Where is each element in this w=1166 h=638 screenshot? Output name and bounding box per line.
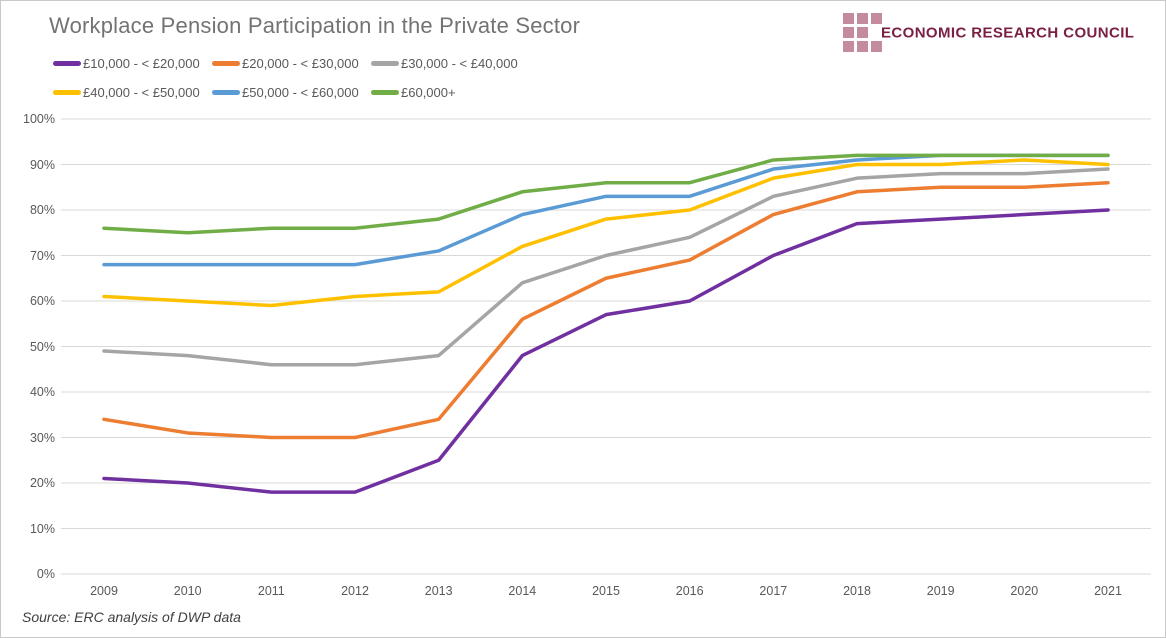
logo-square bbox=[871, 41, 882, 52]
logo-square bbox=[857, 41, 868, 52]
x-axis-tick-label: 2021 bbox=[1094, 584, 1122, 598]
legend-swatch-icon bbox=[53, 60, 81, 66]
erc-logo: ECONOMIC RESEARCH COUNCIL bbox=[843, 13, 1135, 52]
x-axis-tick-label: 2015 bbox=[592, 584, 620, 598]
chart-legend: £10,000 - < £20,000 £20,000 - < £30,000 £3… bbox=[53, 55, 573, 113]
legend-label: £40,000 - < £50,000 bbox=[83, 84, 200, 100]
source-note: Source: ERC analysis of DWP data bbox=[22, 609, 241, 625]
x-axis-tick-label: 2014 bbox=[508, 584, 537, 598]
legend-label: £60,000+ bbox=[401, 84, 456, 100]
y-axis-tick-label: 0% bbox=[36, 567, 55, 581]
x-axis-tick-label: 2010 bbox=[173, 584, 202, 598]
series-line bbox=[102, 158, 1110, 308]
y-axis-tick-label: 40% bbox=[29, 385, 55, 399]
legend-label: £30,000 - < £40,000 bbox=[401, 55, 518, 71]
x-axis-tick-label: 2016 bbox=[675, 584, 704, 598]
legend-label: £10,000 - < £20,000 bbox=[83, 55, 200, 71]
y-axis-tick-label: 60% bbox=[29, 294, 55, 308]
y-axis-tick-label: 20% bbox=[29, 476, 55, 490]
series-line bbox=[102, 153, 1110, 235]
y-axis-tick-label: 70% bbox=[29, 248, 55, 263]
y-axis-tick-label: 50% bbox=[29, 339, 55, 354]
legend-swatch-icon bbox=[371, 60, 399, 66]
x-axis-tick-label: 2020 bbox=[1010, 584, 1039, 598]
legend-swatch-icon bbox=[212, 60, 240, 66]
legend-item: £50,000 - < £60,000 bbox=[212, 84, 371, 100]
legend-item: £10,000 - < £20,000 bbox=[53, 55, 212, 71]
x-axis-tick-label: 2012 bbox=[341, 584, 369, 598]
chart-title: Workplace Pension Participation in the P… bbox=[49, 13, 581, 38]
series-line bbox=[102, 208, 1110, 494]
logo-square-row bbox=[843, 13, 1135, 24]
legend-swatch-icon bbox=[53, 89, 81, 95]
legend-label: £50,000 - < £60,000 bbox=[242, 84, 359, 100]
legend-swatch-icon bbox=[371, 89, 399, 95]
y-axis-tick-label: 10% bbox=[29, 521, 55, 536]
logo-square bbox=[871, 13, 882, 24]
legend-item: £40,000 - < £50,000 bbox=[53, 84, 212, 100]
y-axis-tick-label: 90% bbox=[29, 157, 55, 172]
logo-square bbox=[857, 13, 868, 24]
legend-swatch-icon bbox=[212, 89, 240, 95]
x-axis-tick-label: 2011 bbox=[257, 584, 285, 598]
legend-item: £60,000+ bbox=[371, 84, 530, 100]
y-axis-tick-label: 100% bbox=[23, 112, 55, 126]
series-line bbox=[102, 167, 1110, 367]
logo-square-row bbox=[843, 41, 1135, 52]
logo-square bbox=[857, 27, 868, 38]
logo-square-row bbox=[843, 27, 1135, 38]
x-axis-tick-label: 2009 bbox=[90, 584, 118, 598]
x-axis-tick-label: 2018 bbox=[843, 584, 871, 598]
x-axis-tick-label: 2019 bbox=[926, 584, 955, 598]
logo-square bbox=[843, 13, 854, 24]
x-axis-tick-label: 2013 bbox=[424, 584, 453, 598]
logo-square bbox=[843, 27, 854, 38]
legend-item: £20,000 - < £30,000 bbox=[212, 55, 371, 71]
legend-label: £20,000 - < £30,000 bbox=[242, 55, 359, 71]
erc-logo-squares-icon bbox=[843, 13, 1135, 52]
erc-logo-text: ECONOMIC RESEARCH COUNCIL bbox=[881, 24, 1135, 41]
y-axis-tick-label: 80% bbox=[29, 203, 55, 217]
logo-square bbox=[843, 41, 854, 52]
y-axis-tick-label: 30% bbox=[29, 430, 55, 445]
x-axis-tick-label: 2017 bbox=[759, 584, 788, 598]
series-line bbox=[102, 180, 1110, 440]
legend-item: £30,000 - < £40,000 bbox=[371, 55, 530, 71]
